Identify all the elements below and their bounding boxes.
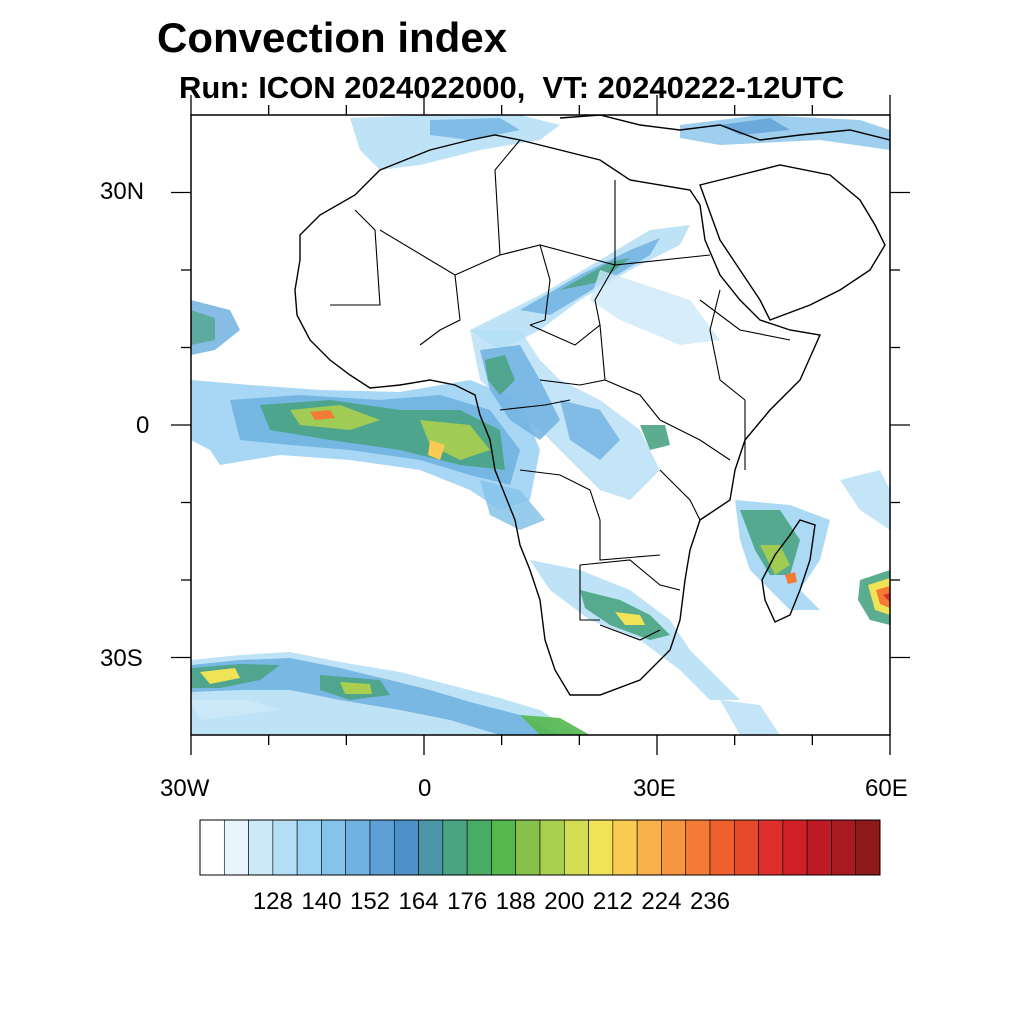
- colorbar-cell: [321, 819, 347, 876]
- chart-subtitle: Run: ICON 2024022000, VT: 20240222-12UTC: [179, 70, 845, 105]
- colorbar-cell: [612, 819, 638, 876]
- colorbar-cell: [345, 819, 371, 876]
- colorbar-cell: [685, 819, 711, 876]
- colorbar-tick-label: 164: [398, 888, 439, 915]
- coastlines: [294, 115, 890, 696]
- axis-ticks: [171, 95, 910, 755]
- colorbar-cell: [369, 819, 395, 876]
- colorbar-cell: [248, 819, 274, 876]
- madagascar-coastline: [761, 519, 816, 623]
- arabia-coastline: [699, 164, 886, 321]
- colorbar-cell: [588, 819, 614, 876]
- colorbar-cell: [491, 819, 517, 876]
- colorbar-cell: [515, 819, 541, 876]
- colorbar-frame: [199, 819, 881, 876]
- lon-label-30e: 30E: [633, 775, 676, 802]
- colorbar-cell: [831, 819, 857, 876]
- colorbar-tick-label: 236: [689, 888, 731, 915]
- colorbar-cell: [636, 819, 662, 876]
- colorbar-cell: [758, 819, 784, 876]
- lon-label-60e: 60E: [865, 775, 908, 802]
- colorbar-tick-label: 128: [252, 888, 293, 915]
- colorbar-cell: [223, 819, 249, 876]
- country-borders: [330, 139, 791, 641]
- lat-label-30n: 30N: [100, 178, 145, 205]
- convection-field: [191, 115, 890, 735]
- africa-coastline: [294, 134, 822, 696]
- colorbar-tick-label: 152: [349, 888, 391, 915]
- colorbar-cell: [782, 819, 808, 876]
- colorbar-tick-label: 200: [544, 888, 585, 915]
- colorbar-cell: [539, 819, 565, 876]
- colorbar-cell: [442, 819, 468, 876]
- colorbar-tick-label: 212: [592, 888, 633, 915]
- colorbar-tick-label: 188: [495, 888, 536, 915]
- colorbar-cell: [272, 819, 298, 876]
- colorbar: [199, 819, 881, 876]
- colorbar-cell: [709, 819, 735, 876]
- colorbar-cell: [296, 819, 322, 876]
- colorbar-cell: [466, 819, 492, 876]
- colorbar-tick-label: 176: [447, 888, 488, 915]
- colorbar-tick-label: 224: [641, 888, 682, 915]
- lat-label-30s: 30S: [100, 645, 143, 672]
- colorbar-cell: [563, 819, 589, 876]
- colorbar-tick-label: 140: [301, 888, 342, 915]
- colorbar-cell: [199, 819, 225, 876]
- colorbar-cell: [733, 819, 759, 876]
- lat-label-0: 0: [136, 412, 150, 439]
- chart-title: Convection index: [157, 14, 508, 61]
- colorbar-cell: [418, 819, 444, 876]
- colorbar-cell: [393, 819, 419, 876]
- colorbar-cell: [806, 819, 832, 876]
- lon-label-0: 0: [418, 775, 432, 802]
- lon-label-30w: 30W: [160, 775, 210, 802]
- colorbar-cell: [855, 819, 881, 876]
- colorbar-cell: [661, 819, 687, 876]
